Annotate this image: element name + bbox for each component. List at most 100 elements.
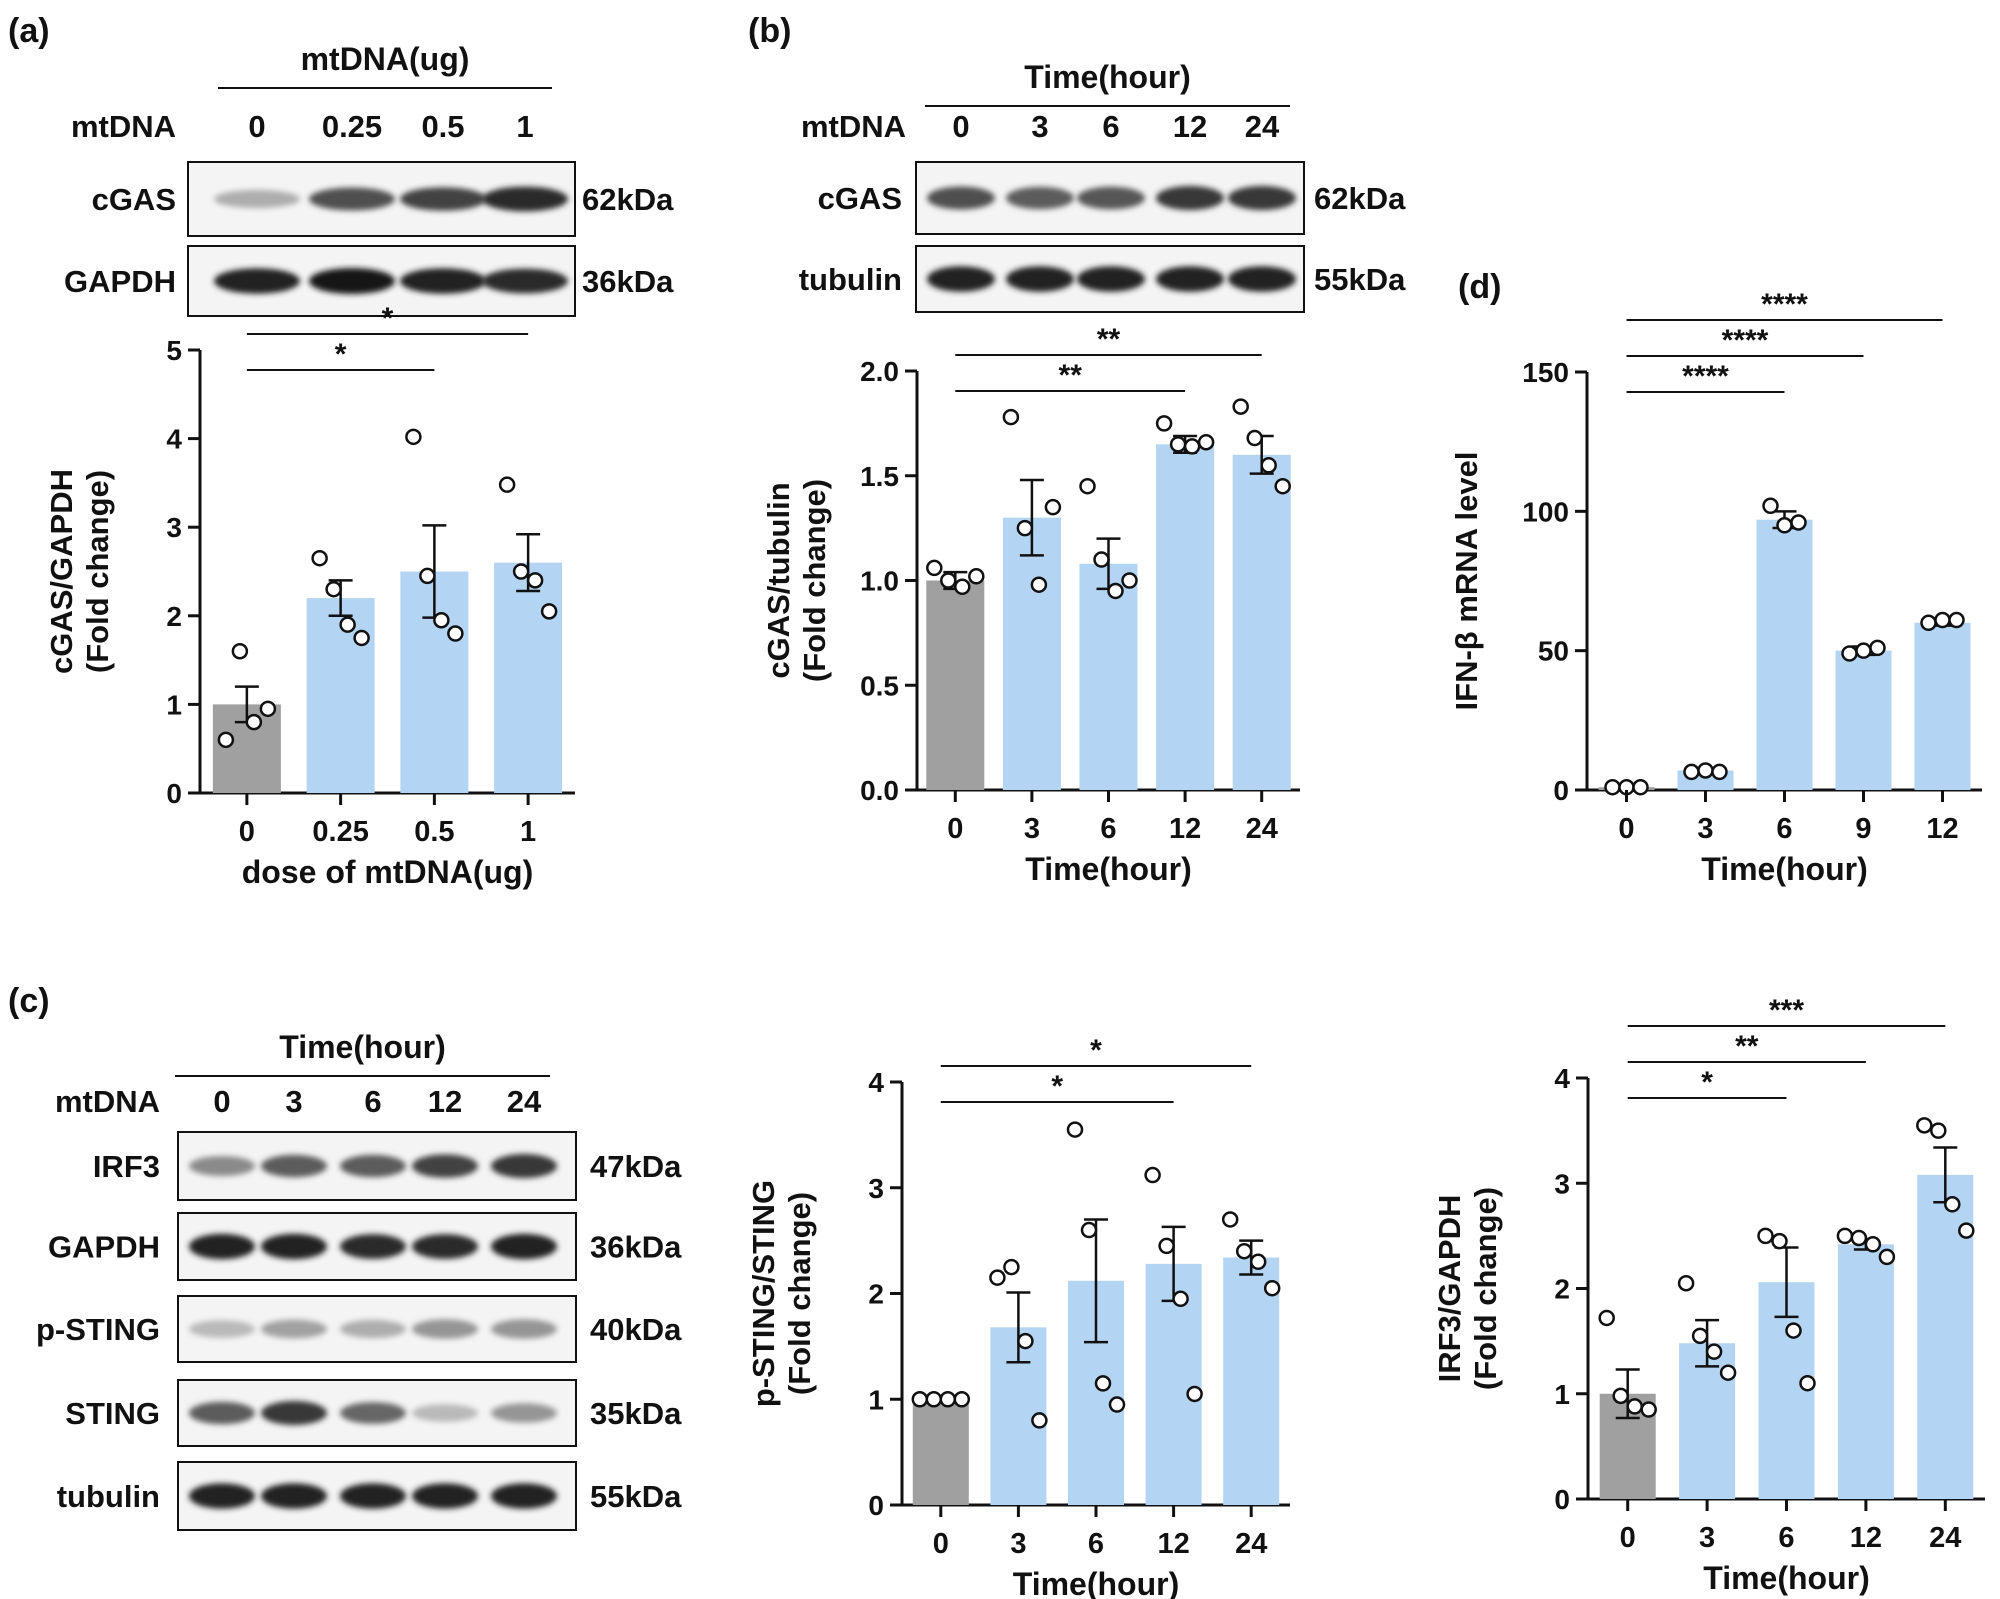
bar	[1232, 454, 1291, 790]
blot-band	[927, 266, 995, 292]
data-point	[1249, 1253, 1267, 1271]
data-point	[1246, 429, 1263, 447]
blot-band	[412, 1404, 478, 1422]
blot-band	[400, 268, 486, 294]
blot-band	[340, 1483, 406, 1509]
data-point	[1934, 611, 1951, 629]
data-point	[1762, 497, 1779, 515]
lane-label: 0.5	[421, 109, 464, 144]
data-point	[325, 580, 342, 598]
blot-kda-label: 36kDa	[590, 1230, 682, 1265]
blot-kda-label: 35kDa	[590, 1396, 682, 1431]
data-point	[1144, 1166, 1161, 1184]
lane-label: 0	[248, 109, 265, 144]
blot-band	[340, 1319, 406, 1339]
blot-band	[1006, 266, 1074, 292]
data-point	[1598, 1309, 1615, 1327]
blot-band	[491, 1233, 557, 1260]
significance-label: *	[382, 302, 394, 335]
data-point	[1916, 1117, 1933, 1134]
blot-band	[340, 1402, 406, 1424]
blot-band	[1077, 186, 1145, 210]
data-point	[339, 616, 356, 633]
data-point	[1017, 1332, 1034, 1350]
data-point	[911, 1391, 929, 1408]
blot-band	[261, 1400, 327, 1426]
data-point	[1093, 551, 1110, 568]
data-point	[498, 476, 516, 493]
data-point	[925, 1391, 943, 1408]
x-tick-label: 3	[1697, 813, 1713, 845]
x-tick-label: 0	[933, 1528, 949, 1560]
data-point	[1235, 1242, 1253, 1260]
significance-label: ****	[1722, 324, 1769, 357]
data-point	[1031, 1412, 1048, 1429]
lane-label: 6	[364, 1084, 381, 1119]
lane-label: 0	[213, 1084, 230, 1119]
blot-band	[261, 1154, 327, 1178]
blot-kda-label: 47kDa	[590, 1149, 682, 1184]
data-point	[1016, 519, 1034, 537]
data-point	[245, 713, 263, 731]
lane-label: 0.25	[322, 109, 382, 144]
data-point	[940, 572, 957, 589]
blot-band	[340, 1234, 406, 1259]
significance-label: **	[1097, 323, 1121, 356]
blot-band	[1228, 185, 1296, 211]
data-point	[1785, 1322, 1802, 1339]
x-tick-label: 24	[1929, 1522, 1961, 1554]
bar	[494, 562, 563, 793]
data-point	[419, 567, 436, 585]
blot-band	[491, 1483, 557, 1509]
data-point	[1172, 1290, 1189, 1308]
y-tick-label: 4	[868, 1067, 884, 1098]
blot-band	[1156, 266, 1224, 292]
bar	[1223, 1257, 1280, 1505]
data-point	[1030, 576, 1048, 593]
blot-panel-c: Time(hour) mtDNA 0 3 6 12 24 IRF3 47kDa GAPDH 36kD…	[36, 1029, 682, 1531]
significance-label: **	[1059, 359, 1083, 392]
data-point	[1691, 1327, 1709, 1345]
data-point	[1790, 514, 1807, 531]
data-point	[1121, 572, 1138, 589]
y-tick-label: 1	[868, 1384, 884, 1415]
blot-band	[491, 1153, 557, 1179]
blot-protein-label: GAPDH	[48, 1230, 160, 1265]
bar	[926, 580, 985, 790]
data-point	[1697, 762, 1714, 779]
y-axis-label: (Fold change)	[1468, 1187, 1503, 1390]
data-point	[1757, 1227, 1774, 1245]
y-tick-label: 1	[1554, 1379, 1570, 1410]
data-point	[1776, 517, 1793, 534]
significance-label: ****	[1761, 288, 1808, 321]
x-tick-label: 24	[1246, 813, 1278, 845]
y-axis-label: IFN-β mRNA level	[1449, 452, 1484, 711]
data-point	[540, 603, 558, 620]
data-point	[1612, 1387, 1629, 1405]
data-point	[954, 578, 971, 596]
data-point	[512, 563, 530, 580]
x-tick-label: 9	[1855, 813, 1871, 845]
y-tick-label: 3	[868, 1173, 884, 1204]
data-point	[1002, 408, 1020, 426]
data-point	[1944, 1196, 1961, 1213]
x-axis-label: dose of mtDNA(ug)	[242, 854, 534, 890]
y-tick-label: 3	[166, 512, 182, 543]
y-axis-label: p-STING/STING	[746, 1180, 781, 1407]
lane-label: 1	[516, 109, 533, 144]
y-tick-label: 1.5	[860, 461, 899, 492]
data-point	[1080, 1221, 1098, 1239]
blot-panel-a: mtDNA(ug) mtDNA 0 0.25 0.5 1 cGAS 62kDa GAPDH 36k…	[64, 41, 674, 317]
blot-band	[1156, 185, 1224, 211]
blot-header: Time(hour)	[1024, 59, 1191, 95]
x-tick-label: 3	[1024, 813, 1040, 845]
data-point	[968, 568, 985, 585]
data-point	[989, 1269, 1006, 1286]
significance-label: *	[335, 338, 347, 371]
y-tick-label: 5	[166, 335, 182, 366]
data-point	[259, 700, 277, 718]
bar	[1145, 1263, 1202, 1505]
bar	[1837, 1244, 1894, 1499]
blot-protein-label: cGAS	[818, 181, 902, 216]
